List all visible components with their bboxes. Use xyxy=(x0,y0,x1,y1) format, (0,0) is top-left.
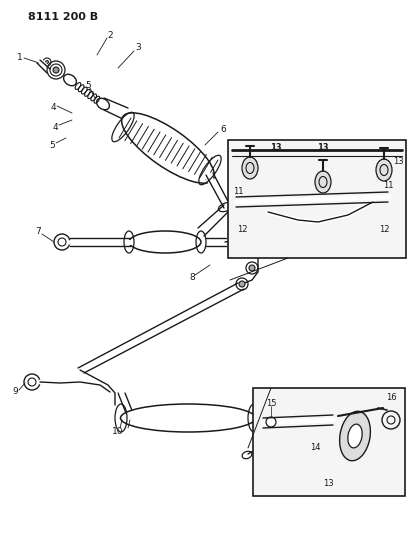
Text: 4: 4 xyxy=(50,103,56,112)
Text: 8: 8 xyxy=(189,273,195,282)
Text: 3: 3 xyxy=(135,44,141,52)
Ellipse shape xyxy=(120,404,256,432)
Circle shape xyxy=(239,281,245,287)
Text: 6: 6 xyxy=(220,125,226,134)
Text: 11: 11 xyxy=(383,181,393,190)
Bar xyxy=(253,388,405,496)
Text: 14: 14 xyxy=(310,443,320,453)
Text: 15: 15 xyxy=(266,399,276,408)
Text: 12: 12 xyxy=(379,225,389,235)
Text: 13: 13 xyxy=(323,479,333,488)
Ellipse shape xyxy=(122,113,215,183)
Text: 2: 2 xyxy=(107,30,113,39)
Text: 4: 4 xyxy=(52,123,58,132)
Ellipse shape xyxy=(376,159,392,181)
Text: 5: 5 xyxy=(49,141,55,149)
Text: 8111 200 B: 8111 200 B xyxy=(28,12,98,22)
Circle shape xyxy=(53,67,59,73)
Text: 7: 7 xyxy=(35,228,41,237)
Ellipse shape xyxy=(315,171,331,193)
Circle shape xyxy=(249,265,255,271)
Circle shape xyxy=(46,61,48,63)
Text: 11: 11 xyxy=(233,188,243,197)
Text: 1: 1 xyxy=(17,52,23,61)
Bar xyxy=(228,140,406,258)
Text: 5: 5 xyxy=(85,80,91,90)
Ellipse shape xyxy=(348,424,362,448)
Ellipse shape xyxy=(129,231,201,253)
Text: 9: 9 xyxy=(12,387,18,397)
Text: 13: 13 xyxy=(270,142,282,151)
Text: 13: 13 xyxy=(317,142,329,151)
Ellipse shape xyxy=(339,411,370,461)
Ellipse shape xyxy=(242,157,258,179)
Text: 10: 10 xyxy=(112,427,124,437)
Text: 12: 12 xyxy=(237,225,247,235)
Text: 16: 16 xyxy=(386,393,396,402)
Text: 13: 13 xyxy=(393,157,403,166)
